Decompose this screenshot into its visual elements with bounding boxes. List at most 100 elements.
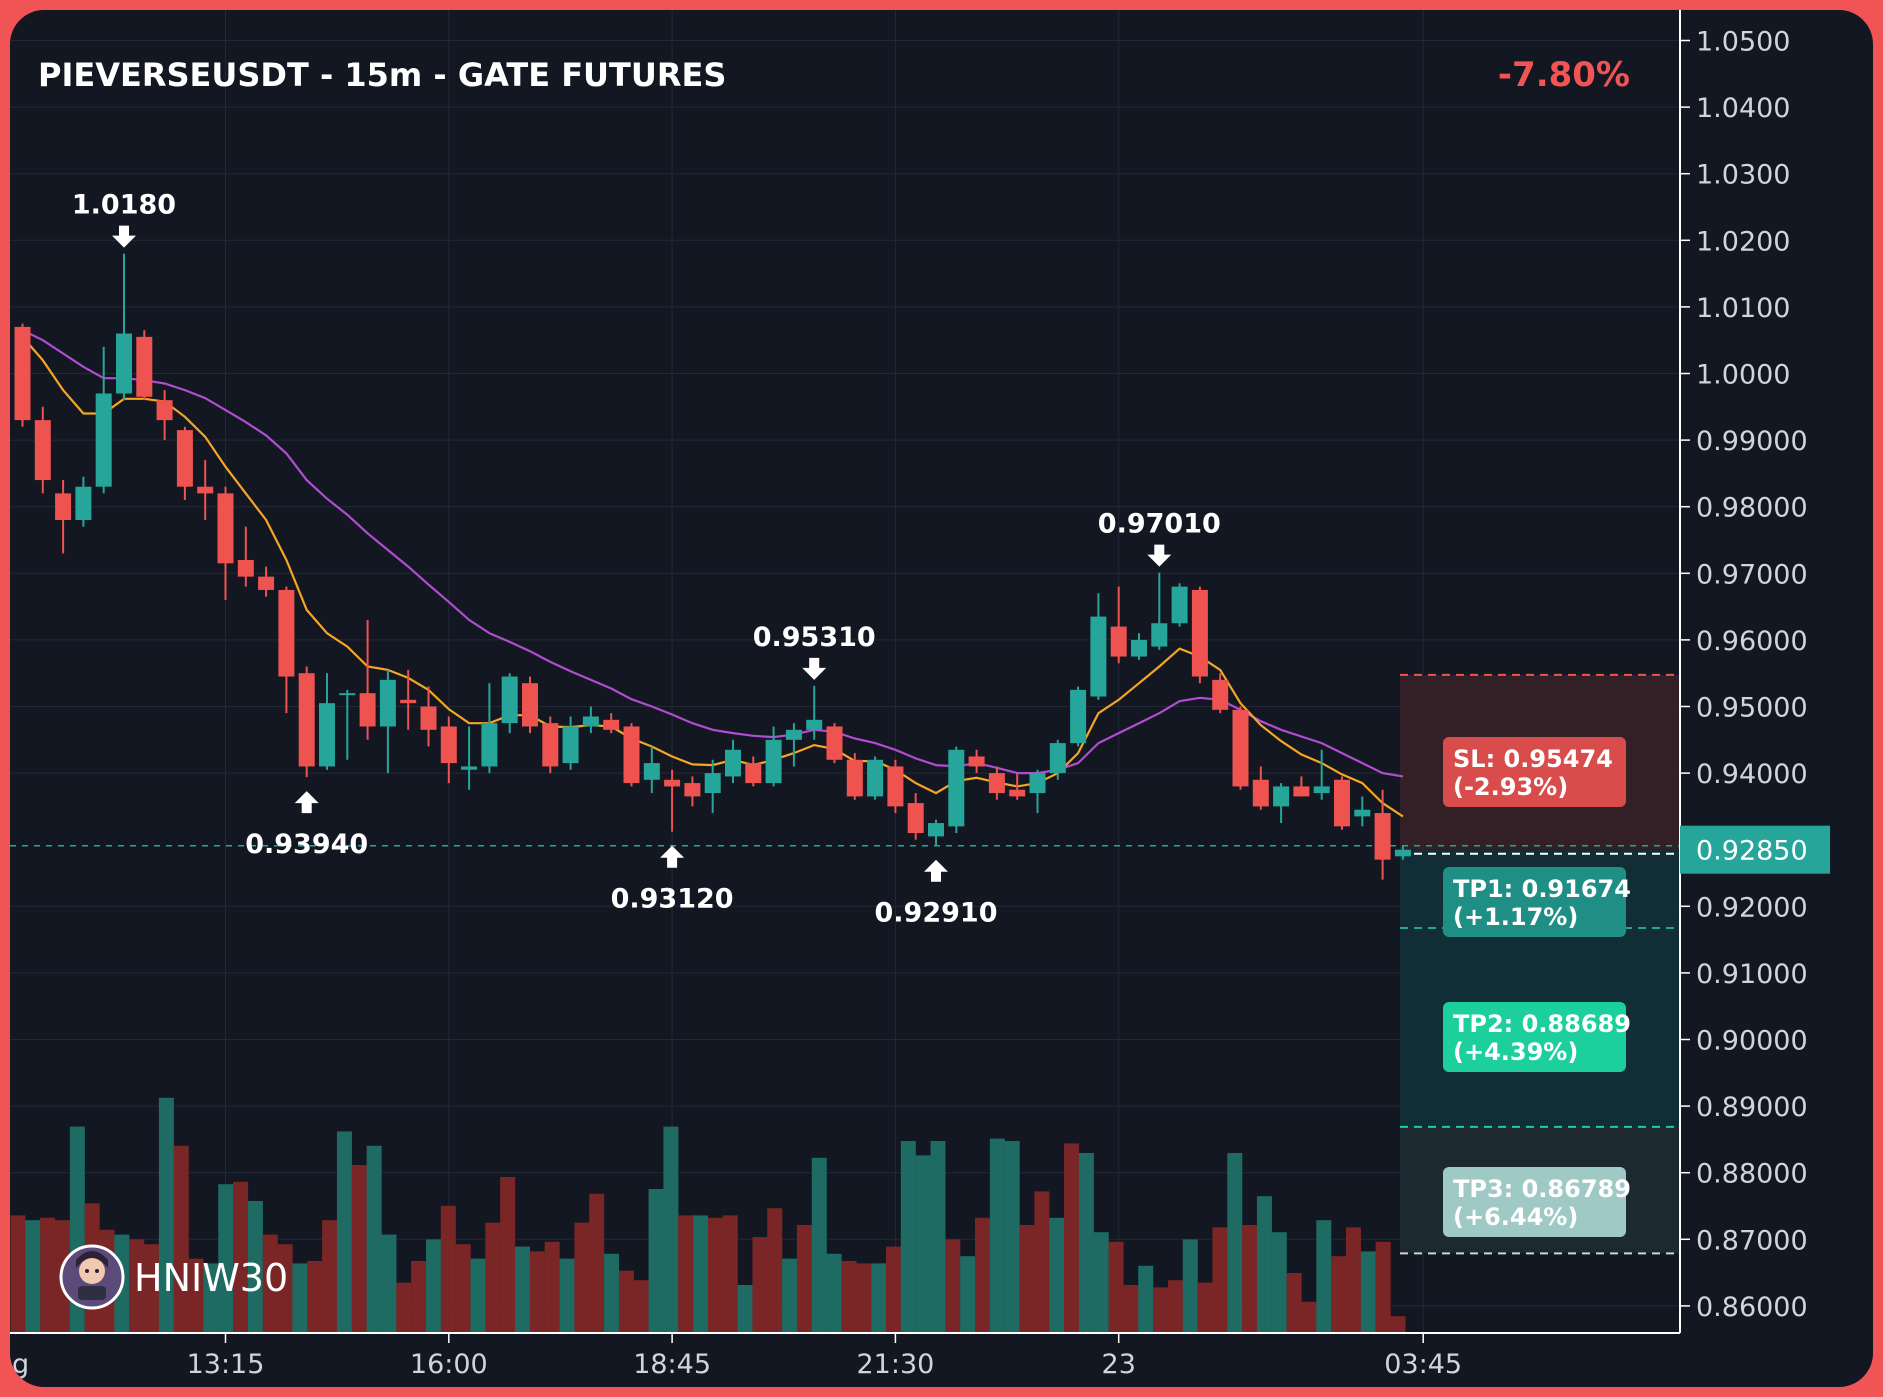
- sl-label-bg: [1443, 737, 1626, 807]
- candle[interactable]: [623, 723, 640, 787]
- candle[interactable]: [562, 716, 579, 770]
- candle[interactable]: [1171, 583, 1188, 627]
- candle[interactable]: [359, 619, 376, 740]
- volume-bars: [10, 1097, 1406, 1333]
- tp3-label-price: TP3: 0.86789: [1453, 1175, 1631, 1203]
- candle[interactable]: [907, 793, 924, 840]
- candle[interactable]: [785, 723, 802, 767]
- candle[interactable]: [278, 586, 295, 714]
- candle[interactable]: [1110, 586, 1127, 664]
- candle[interactable]: [55, 480, 72, 554]
- candlestick-chart[interactable]: 1.0180 0.93940 0.93120 0.95310 0.92910 0.9701…: [10, 10, 1873, 1387]
- candle[interactable]: [826, 723, 843, 764]
- candle[interactable]: [75, 476, 92, 527]
- candle[interactable]: [461, 726, 478, 790]
- candle[interactable]: [704, 759, 721, 814]
- volume-bar: [856, 1263, 872, 1333]
- candle[interactable]: [1313, 749, 1330, 800]
- candle[interactable]: [34, 406, 51, 494]
- extreme-label: 0.93940: [245, 829, 368, 860]
- candle[interactable]: [1090, 593, 1107, 700]
- candle[interactable]: [664, 769, 681, 832]
- candle[interactable]: [725, 739, 741, 784]
- candle[interactable]: [237, 526, 254, 587]
- candle[interactable]: [95, 346, 112, 494]
- candle[interactable]: [197, 460, 214, 521]
- extreme-marker: 0.92910: [875, 859, 997, 929]
- volume-bar: [1256, 1196, 1272, 1333]
- candle-body: [1394, 849, 1411, 857]
- candle[interactable]: [156, 390, 173, 441]
- candle[interactable]: [522, 676, 538, 734]
- candle[interactable]: [1252, 766, 1269, 810]
- candle-body: [1232, 709, 1249, 787]
- candle[interactable]: [846, 753, 863, 800]
- candle[interactable]: [1009, 773, 1026, 800]
- candle[interactable]: [176, 426, 193, 501]
- candle[interactable]: [1232, 706, 1249, 790]
- candle-body: [542, 723, 559, 767]
- candle[interactable]: [1131, 633, 1147, 660]
- candle-body: [258, 576, 275, 590]
- candle[interactable]: [1029, 769, 1046, 814]
- volume-bar: [1108, 1241, 1124, 1333]
- candle[interactable]: [1212, 673, 1229, 714]
- candle[interactable]: [298, 666, 315, 778]
- candle[interactable]: [339, 689, 356, 760]
- candle[interactable]: [1354, 796, 1371, 827]
- candle[interactable]: [116, 253, 132, 401]
- candles[interactable]: [14, 253, 1411, 880]
- candle[interactable]: [1334, 776, 1350, 830]
- candle[interactable]: [1151, 572, 1168, 650]
- candle[interactable]: [319, 673, 335, 770]
- candle[interactable]: [501, 673, 518, 734]
- candle[interactable]: [765, 726, 782, 787]
- y-tick-label: 0.88000: [1696, 1159, 1808, 1190]
- candle[interactable]: [1273, 783, 1290, 824]
- candle[interactable]: [887, 759, 904, 814]
- candle[interactable]: [968, 749, 985, 774]
- candle[interactable]: [643, 746, 660, 794]
- candle[interactable]: [1293, 776, 1310, 797]
- candle[interactable]: [928, 819, 944, 846]
- candle[interactable]: [440, 716, 457, 784]
- candle[interactable]: [1049, 739, 1066, 780]
- candle[interactable]: [582, 706, 599, 734]
- candle[interactable]: [136, 330, 153, 401]
- candle-body: [1191, 589, 1208, 677]
- candle-body: [217, 493, 234, 564]
- volume-bar: [618, 1270, 634, 1333]
- candle-body: [846, 759, 863, 797]
- candle-body: [664, 779, 681, 787]
- candle[interactable]: [1070, 686, 1087, 747]
- volume-bar: [1182, 1239, 1198, 1333]
- volume-bar: [885, 1246, 901, 1333]
- arrow-down-icon: [112, 225, 136, 248]
- candle[interactable]: [258, 566, 275, 597]
- candle-body: [75, 486, 92, 521]
- tp1-label-bg: [1443, 867, 1626, 937]
- candle[interactable]: [400, 669, 417, 730]
- candle-body: [562, 726, 579, 764]
- candle[interactable]: [14, 323, 31, 427]
- candle[interactable]: [745, 756, 762, 787]
- candle[interactable]: [1394, 846, 1411, 860]
- candle[interactable]: [379, 669, 396, 774]
- x-tick-label: 16:00: [410, 1349, 488, 1380]
- candle[interactable]: [988, 766, 1005, 800]
- candle[interactable]: [867, 756, 884, 800]
- candle[interactable]: [542, 716, 559, 774]
- extreme-marker: 1.0180: [72, 190, 176, 248]
- candle[interactable]: [217, 486, 234, 600]
- volume-bar: [411, 1261, 427, 1333]
- candle[interactable]: [684, 776, 701, 807]
- volume-bar: [1078, 1153, 1094, 1333]
- candle[interactable]: [1374, 789, 1391, 880]
- candle[interactable]: [948, 746, 965, 834]
- candle[interactable]: [806, 685, 823, 740]
- candle[interactable]: [420, 686, 437, 747]
- candle[interactable]: [481, 683, 498, 774]
- candle[interactable]: [1191, 586, 1208, 684]
- y-tick-label: 0.87000: [1696, 1225, 1808, 1256]
- candle[interactable]: [603, 713, 620, 734]
